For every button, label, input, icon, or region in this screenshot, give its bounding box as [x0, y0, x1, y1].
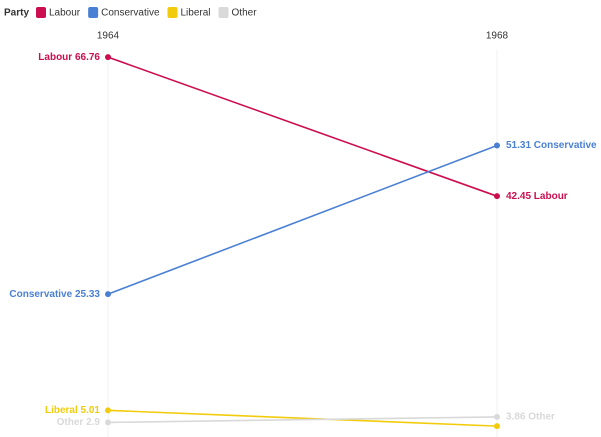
point	[494, 193, 500, 200]
value-label: Liberal 5.01	[45, 405, 100, 416]
point	[105, 419, 111, 426]
value-label: Other 2.9	[57, 417, 101, 428]
legend-label[interactable]: Labour	[49, 8, 81, 19]
value-label: Conservative 25.33	[9, 289, 100, 300]
legend-label[interactable]: Conservative	[101, 8, 160, 19]
x-tick-label: 1964	[97, 31, 120, 42]
value-label: 3.86 Other	[506, 412, 555, 423]
value-label: 42.45 Labour	[506, 191, 568, 202]
slope-line	[107, 416, 498, 424]
point	[494, 142, 500, 149]
slope-line	[107, 409, 498, 427]
slope-line	[107, 144, 498, 295]
value-label: 51.31 Conservative	[506, 140, 597, 151]
legend-swatch[interactable]	[167, 7, 178, 18]
legend-label[interactable]: Liberal	[181, 8, 211, 19]
slope-line	[107, 56, 498, 197]
legend-title: Party	[4, 8, 29, 19]
point	[105, 291, 111, 298]
x-tick-label: 1968	[486, 31, 509, 42]
legend-swatch[interactable]	[88, 7, 99, 18]
value-label: Labour 66.76	[38, 52, 100, 63]
legend-swatch[interactable]	[218, 7, 229, 18]
legend-swatch[interactable]	[36, 7, 46, 18]
point	[105, 407, 111, 414]
point	[494, 423, 500, 430]
legend-label[interactable]: Other	[232, 8, 258, 19]
point	[494, 413, 500, 420]
point	[105, 54, 111, 61]
